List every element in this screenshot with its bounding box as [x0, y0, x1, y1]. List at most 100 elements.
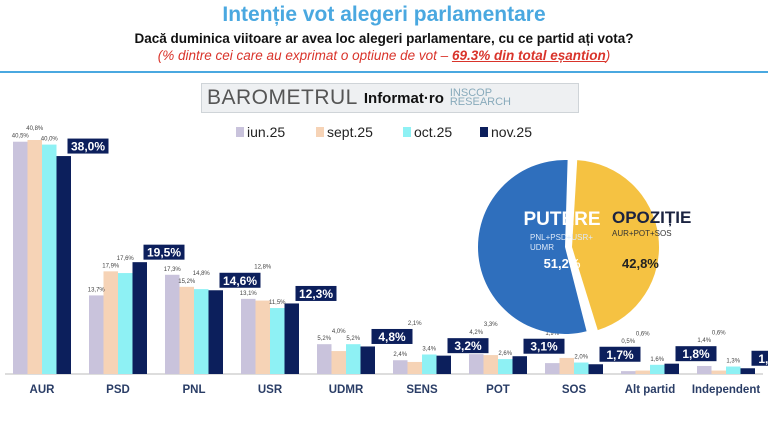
bar-Alt partid-oct.25 [650, 364, 665, 374]
note-suffix: ) [605, 48, 611, 63]
informat-logo: Informat·ro [363, 89, 444, 107]
bar-AUR-oct.25 [42, 144, 57, 374]
category-label: Alt partid [625, 384, 675, 396]
highlight-label: 14,6% [223, 274, 257, 288]
bar-POT-iun.25 [469, 349, 484, 374]
highlight-label-box [446, 337, 490, 355]
data-label: 17,6% [117, 256, 135, 262]
sponsor-logo-banner: BAROMETRUL Informat·ro INSCOP RESEARCH [201, 83, 579, 113]
category-label: SOS [562, 384, 587, 396]
pie-label-putere: PUTERE [523, 209, 600, 230]
bar-SOS-sept.25 [559, 357, 574, 374]
bar-AUR-sept.25 [27, 140, 42, 374]
bar-AUR-iun.25 [13, 141, 28, 374]
legend-swatch [316, 127, 324, 137]
highlight-label-box [598, 345, 642, 363]
data-label: 5,2% [317, 336, 331, 342]
category-label: POT [486, 384, 510, 396]
pie-detail-putere: PNL+PSD+USR+ [530, 233, 593, 242]
pie-slice-opozitie [572, 160, 659, 331]
data-label: 1,3% [726, 359, 740, 365]
bar-AUR-nov.25 [56, 156, 71, 374]
highlight-label-group: 14,6% [218, 271, 262, 289]
barometru-logo: BAROMETRUL [207, 86, 358, 109]
highlight-label-group: 12,3% [294, 284, 338, 302]
pie-label-opozitie: OPOZIȚIE [612, 208, 691, 227]
bar-UDMR-iun.25 [317, 344, 332, 374]
note-prefix: (% dintre cei care au exprimat o optiune… [157, 48, 452, 63]
category-label: UDMR [329, 384, 364, 396]
pie-value-opozitie: 42,8% [622, 256, 659, 271]
bar-SENS-iun.25 [393, 360, 408, 374]
bar-PSD-oct.25 [118, 273, 133, 374]
highlight-label: 1,0% [758, 352, 768, 366]
bar-PSD-sept.25 [103, 271, 118, 374]
research-text: RESEARCH [449, 96, 511, 108]
note-highlight: 69.3% din total eșantion [451, 48, 606, 63]
highlight-label-group: 1,8% [674, 345, 718, 363]
legend-label: iun.25 [247, 124, 285, 140]
bar-USR-sept.25 [255, 300, 270, 374]
highlight-label-box [218, 271, 262, 289]
bar-SENS-oct.25 [422, 354, 437, 374]
bar-USR-iun.25 [241, 298, 256, 374]
highlight-label-box [370, 327, 414, 345]
legend-swatch [480, 127, 488, 137]
highlight-label-group: 3,1% [522, 337, 566, 355]
category-label: USR [258, 384, 283, 396]
bar-SOS-oct.25 [574, 362, 589, 374]
category-label: AUR [30, 384, 56, 396]
data-label: 4,0% [332, 329, 346, 335]
inscop-logo: INSCOP RESEARCH [449, 87, 511, 108]
highlight-label: 12,3% [299, 287, 333, 301]
data-label: 2,4% [393, 352, 407, 358]
bar-Alt partid-nov.25 [664, 363, 679, 374]
legend-label: oct.25 [414, 124, 452, 140]
category-label: PNL [183, 384, 206, 396]
data-label: 13,1% [240, 291, 258, 297]
data-label: 2,0% [574, 355, 588, 361]
data-label: 3,3% [484, 322, 498, 328]
inscop-text: INSCOP [449, 87, 493, 99]
highlight-label-group: 4,8% [370, 327, 414, 345]
bar-SOS-nov.25 [588, 364, 603, 374]
bar-Alt partid-sept.25 [635, 370, 650, 374]
category-label: SENS [406, 384, 438, 396]
data-label: 40,8% [26, 126, 44, 132]
data-label: 40,5% [12, 134, 30, 140]
highlight-label-box [142, 243, 186, 261]
legend-label: nov.25 [491, 124, 532, 140]
bar-POT-nov.25 [512, 356, 527, 374]
highlight-label: 3,2% [454, 339, 482, 353]
highlight-label-group: 1,7% [598, 345, 642, 363]
bar-USR-oct.25 [270, 308, 285, 374]
category-label: Independent [692, 384, 761, 396]
highlight-label-box [750, 349, 768, 367]
data-label: 40,0% [41, 137, 59, 143]
bar-UDMR-nov.25 [360, 346, 375, 374]
data-label: 4,2% [469, 330, 483, 336]
highlight-label: 4,8% [378, 330, 406, 344]
question-text: Dacă duminica viitoare ar avea loc alege… [134, 31, 634, 46]
data-label: 0,6% [636, 332, 650, 338]
bar-PNL-oct.25 [194, 289, 209, 374]
bar-PSD-nov.25 [132, 262, 147, 374]
bar-Alt partid-iun.25 [621, 371, 636, 374]
page-title: Intenție vot alegeri parlamentare [222, 3, 546, 26]
pie-detail-opozitie: AUR+POT+SOS [612, 229, 672, 238]
bar-Independent-nov.25 [740, 368, 755, 374]
sample-note: (% dintre cei care au exprimat o optiune… [0, 48, 768, 63]
bar-POT-sept.25 [483, 355, 498, 374]
highlight-label-box [674, 345, 718, 363]
pie-detail-putere-2: UDMR [530, 243, 554, 252]
bar-Independent-oct.25 [726, 366, 741, 374]
pie-slice-putere [478, 160, 587, 334]
highlight-label-group: 1,0% [750, 349, 768, 367]
data-label: 15,2% [178, 279, 196, 285]
bar-Independent-iun.25 [697, 365, 712, 374]
data-label: 14,8% [193, 271, 211, 277]
divider [0, 71, 768, 73]
data-label: 1,4% [697, 338, 711, 344]
bar-Independent-sept.25 [711, 370, 726, 374]
